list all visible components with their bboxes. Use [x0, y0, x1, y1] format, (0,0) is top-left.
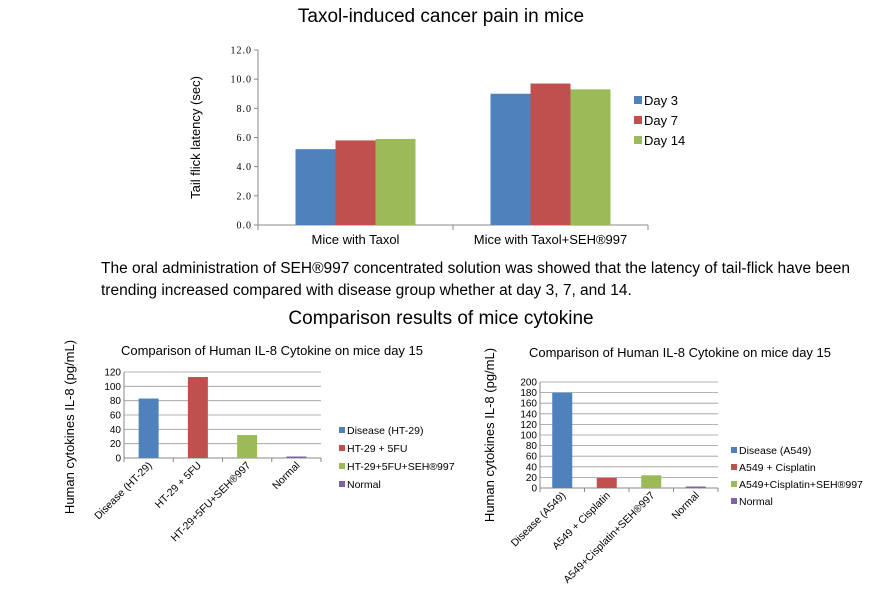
- y-axis-label: Human cytokines IL-8 (pg/mL): [62, 340, 77, 514]
- bar: [570, 89, 611, 225]
- legend-swatch: [339, 445, 345, 451]
- y-tick-label: 8.0: [237, 104, 253, 115]
- legend-label: Normal: [347, 479, 381, 491]
- bar: [641, 475, 662, 488]
- y-tick-label: 60: [526, 452, 538, 463]
- legend-swatch: [339, 427, 345, 433]
- y-axis-label: Tail flick latency (sec): [188, 76, 203, 199]
- bar: [596, 477, 617, 488]
- y-tick-label: 40: [110, 425, 122, 436]
- y-tick-label: 2.0: [237, 191, 253, 202]
- y-tick-label: 80: [526, 441, 538, 452]
- legend-swatch: [339, 463, 345, 469]
- legend-label: Disease (HT-29): [347, 425, 423, 437]
- y-tick-label: 20: [110, 439, 122, 450]
- description-text: The oral administration of SEH®997 conce…: [101, 260, 850, 299]
- y-tick-label: 40: [526, 462, 538, 473]
- chart-title: Comparison of Human IL-8 Cytokine on mic…: [529, 345, 831, 360]
- bar: [286, 456, 307, 458]
- x-category-label: Normal: [270, 460, 302, 492]
- x-category-label: Disease (HT-29): [92, 460, 155, 523]
- legend-label: HT-29 + 5FU: [347, 443, 407, 455]
- y-tick-label: 6.0: [237, 133, 253, 144]
- legend-swatch: [731, 498, 737, 504]
- legend-swatch: [731, 447, 737, 453]
- x-category-label: A549+Cisplatin+SEH®997: [561, 490, 657, 586]
- y-tick-label: 80: [110, 396, 122, 407]
- y-tick-label: 160: [520, 399, 537, 410]
- y-tick-label: 60: [110, 411, 122, 422]
- legend-swatch: [634, 96, 642, 104]
- y-tick-label: 0: [115, 454, 121, 465]
- legend-swatch: [339, 481, 345, 487]
- y-tick-label: 12.0: [231, 46, 253, 57]
- bar: [295, 149, 336, 225]
- legend-label: Day 3: [644, 93, 678, 108]
- legend-label: A549+Cisplatin+SEH®997: [739, 479, 863, 491]
- legend-swatch: [731, 481, 737, 487]
- bar: [552, 392, 573, 488]
- y-tick-label: 10.0: [231, 75, 253, 86]
- bar: [187, 377, 208, 458]
- x-category-label: Mice with Taxol: [312, 232, 400, 247]
- x-category-label: HT-29+5FU+SEH®997: [169, 460, 254, 545]
- y-tick-label: 100: [520, 431, 537, 442]
- bar: [685, 486, 706, 488]
- y-tick-label: 0: [531, 484, 537, 495]
- bar: [530, 83, 571, 226]
- y-tick-label: 4.0: [237, 162, 253, 173]
- y-tick-label: 0.0: [237, 221, 253, 232]
- legend-label: Day 7: [644, 113, 678, 128]
- y-tick-label: 140: [520, 409, 537, 420]
- bar: [490, 93, 531, 225]
- y-tick-label: 100: [104, 382, 121, 393]
- bar: [237, 435, 258, 458]
- legend-label: Day 14: [644, 133, 685, 148]
- bar: [138, 398, 159, 458]
- legend-swatch: [731, 464, 737, 470]
- x-category-label: Mice with Taxol+SEH®997: [474, 232, 628, 247]
- y-tick-label: 200: [520, 378, 537, 389]
- y-tick-label: 120: [104, 368, 121, 379]
- legend-swatch: [634, 116, 642, 124]
- legend-label: HT-29+5FU+SEH®997: [347, 461, 455, 473]
- top-chart-title: Taxol-induced cancer pain in mice: [297, 6, 585, 27]
- legend-label: Disease (A549): [739, 445, 811, 457]
- y-axis-label: Human cytokines IL-8 (pg/mL): [482, 348, 497, 522]
- y-tick-label: 20: [526, 473, 538, 484]
- chart-title: Comparison of Human IL-8 Cytokine on mic…: [121, 343, 423, 358]
- legend-label: A549 + Cisplatin: [739, 462, 816, 474]
- section-title: Comparison results of mice cytokine: [288, 308, 594, 329]
- y-tick-label: 180: [520, 388, 537, 399]
- legend-label: Normal: [739, 496, 773, 508]
- x-category-label: Normal: [669, 490, 701, 522]
- legend-swatch: [634, 136, 642, 144]
- bar: [375, 138, 416, 225]
- x-category-label: HT-29 + 5FU: [153, 460, 204, 511]
- bar: [335, 140, 376, 225]
- y-tick-label: 120: [520, 420, 537, 431]
